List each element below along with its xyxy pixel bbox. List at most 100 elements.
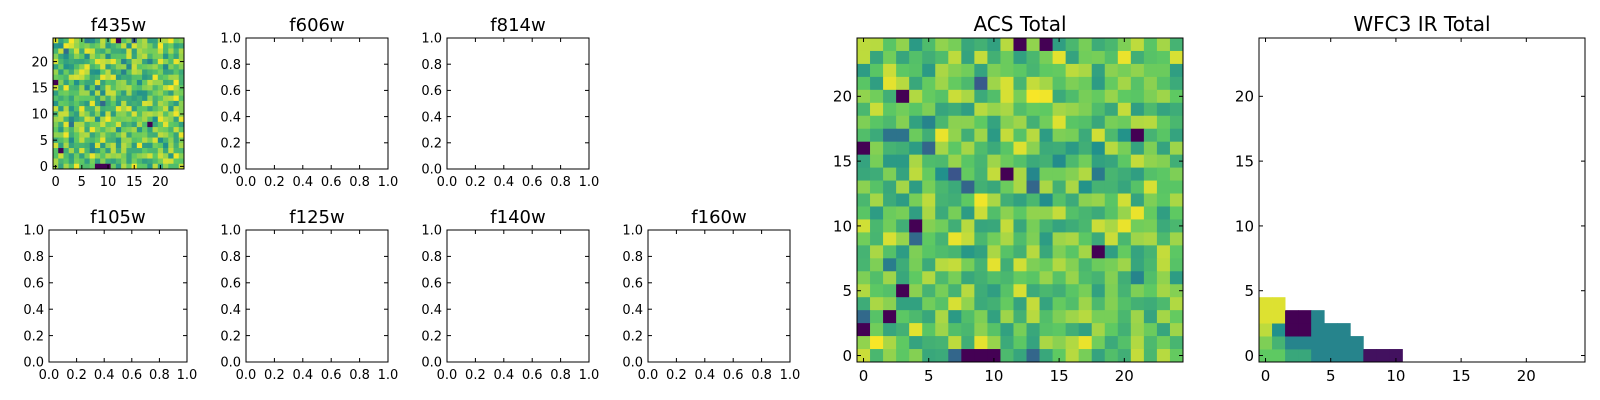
heatmap-cell [1117,102,1132,117]
heatmap-cell [147,64,153,70]
heatmap-cell [63,69,70,76]
heatmap-cell [1285,310,1299,324]
heatmap-cell [131,43,138,49]
heatmap-cell [115,132,122,138]
heatmap-cell [53,153,59,159]
heatmap-cell [909,323,923,337]
heatmap-cell [168,121,174,128]
heatmap-cell [63,74,70,81]
heatmap-cell [110,153,117,159]
heatmap-cell [883,76,897,91]
heatmap-cell [1143,323,1158,337]
heatmap-cell [1117,297,1132,311]
heatmap-cell [100,121,106,128]
heatmap-cell [974,38,988,52]
x-tick-label: 20 [1115,367,1134,385]
heatmap-cell [870,206,884,220]
heatmap-cell [79,69,85,76]
heatmap-cell [173,111,180,117]
heatmap-cell [974,89,988,104]
heatmap-cell [896,128,910,143]
heatmap-cell [961,258,975,272]
x-tick-label: 0.4 [292,175,313,190]
heatmap-cell [79,48,85,55]
heatmap-cell [168,142,174,149]
heatmap-cell [58,79,64,86]
heatmap-cell [1117,310,1132,324]
heatmap-cell [1117,180,1132,194]
heatmap-cell [909,245,923,259]
heatmap-cell [948,76,962,91]
heatmap-cell [1130,89,1145,104]
heatmap-cell [58,64,64,70]
heatmap-cell [1259,349,1273,363]
heatmap-cell [1013,76,1027,91]
y-tick-label: 1.0 [220,224,241,239]
heatmap-cell [73,43,80,49]
heatmap-cell [1104,128,1119,143]
heatmap-cell [89,106,96,112]
heatmap-cell [922,193,936,207]
heatmap-cell [883,115,897,130]
heatmap-cell [115,79,122,86]
heatmap-cell [58,100,64,107]
heatmap-cell [1039,141,1053,156]
heatmap-cell [948,219,962,233]
heatmap-cell [173,137,180,144]
y-tick-label: 20 [833,88,852,106]
heatmap-cell [152,64,159,70]
heatmap-cell [857,63,871,78]
heatmap-cell [1000,284,1014,298]
heatmap-cell [909,206,923,220]
heatmap-cell [136,95,143,102]
heatmap-cell [142,95,148,102]
heatmap-cell [142,100,148,107]
heatmap-cell [1169,310,1184,324]
heatmap-cell [1104,284,1119,298]
heatmap-cell [1104,154,1119,168]
y-tick-label: 10 [833,217,852,235]
heatmap-cell [100,148,106,154]
heatmap-cell [1039,271,1053,285]
heatmap-cell [1156,102,1171,117]
heatmap-cell [89,85,96,91]
panel-title: ACS Total [973,12,1066,36]
heatmap-cell [883,141,897,156]
heatmap-cell [89,95,96,102]
heatmap-cell [163,111,169,117]
heatmap-cell [89,132,96,138]
heatmap-cell [1013,323,1027,337]
heatmap-cell [105,95,112,102]
heatmap-cell [1091,102,1106,117]
y-tick-label: 0.2 [421,136,442,151]
heatmap-cell [1065,63,1080,78]
heatmap-cell [63,158,70,165]
x-tick-label: 10 [100,175,117,190]
heatmap-cell [1130,154,1145,168]
heatmap-cell [157,100,164,107]
heatmap-cell [94,148,101,154]
heatmap-cell [961,323,975,337]
x-tick-label: 1.0 [780,368,801,383]
heatmap-cell [909,180,923,194]
heatmap-cell [68,153,75,159]
heatmap-cell [935,141,949,156]
heatmap-cell [79,90,85,97]
y-tick-label: 0.2 [23,329,44,344]
heatmap-cell [883,206,897,220]
heatmap-cell [857,167,871,181]
heatmap-cell [94,106,101,112]
heatmap-cell [1156,180,1171,194]
heatmap-cell [1156,89,1171,104]
heatmap-cell [1039,323,1053,337]
heatmap-cell [1104,245,1119,259]
y-tick-label: 0 [842,347,852,365]
heatmap-cell [115,158,122,165]
heatmap-cell [94,38,101,44]
heatmap-cell [1117,206,1132,220]
heatmap-cell [147,153,153,159]
heatmap-cell [1311,336,1325,350]
heatmap-cell [168,148,174,154]
heatmap-cell [961,63,975,78]
heatmap-cell [974,219,988,233]
